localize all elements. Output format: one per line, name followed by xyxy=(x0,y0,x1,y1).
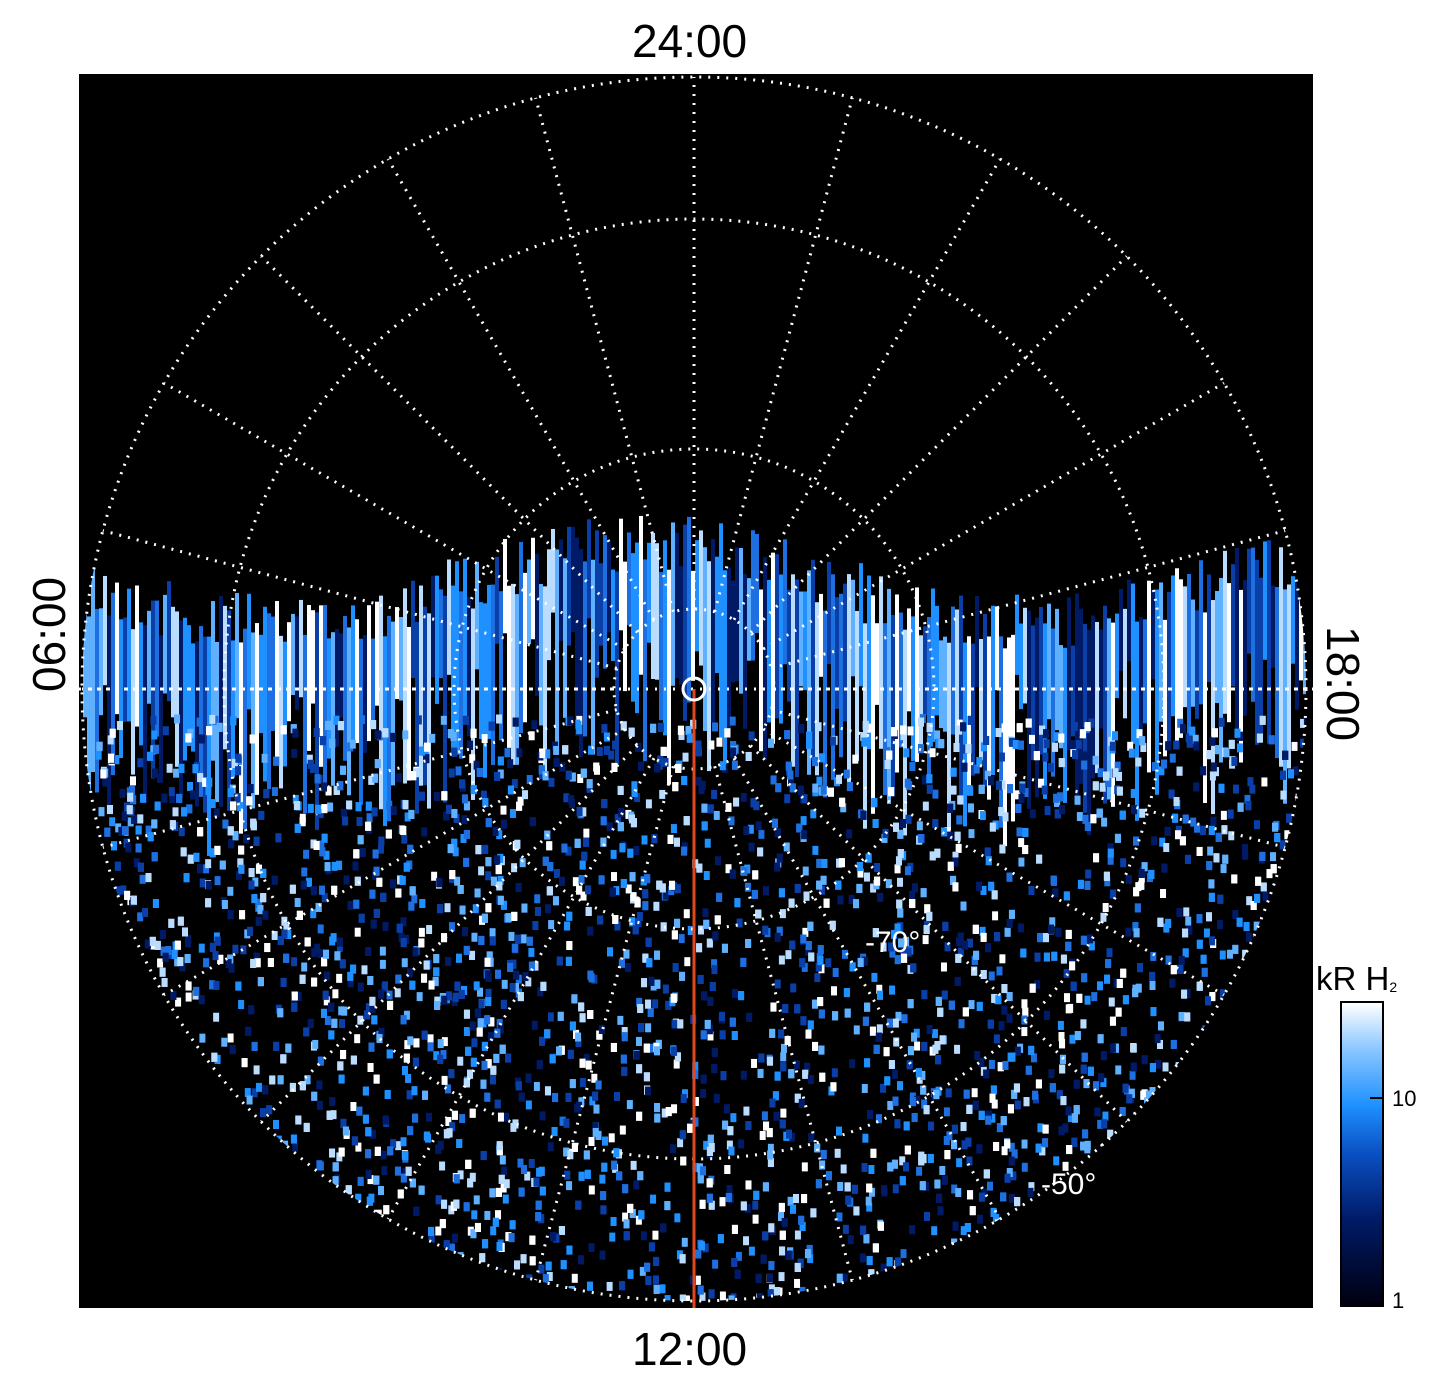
local-time-label-left: 06:00 xyxy=(23,576,75,692)
colorbar-tick-1: 1 xyxy=(1392,1288,1405,1313)
colorbar-title: kR H2 xyxy=(1316,960,1397,998)
latitude-label-70: -70° xyxy=(865,926,921,959)
colorbar xyxy=(1340,1001,1384,1307)
pole-marker xyxy=(681,676,707,702)
polar-projection-plot: -70° -50° xyxy=(79,74,1313,1308)
colorbar-title-sub: 2 xyxy=(1389,979,1398,995)
colorbar-tick-mark-1 xyxy=(1370,1303,1384,1305)
latitude-label-50: -50° xyxy=(1041,1168,1097,1201)
colorbar-tick-mark-10 xyxy=(1370,1097,1384,1099)
local-time-label-right: 18:00 xyxy=(1317,626,1369,742)
auroral-emission-layer xyxy=(83,515,1306,1301)
colorbar-tick-10: 10 xyxy=(1392,1086,1417,1111)
colorbar-title-main: kR H xyxy=(1316,960,1390,997)
polar-image xyxy=(79,74,1313,1308)
local-time-label-bottom: 12:00 xyxy=(632,1323,748,1375)
local-time-label-top: 24:00 xyxy=(632,15,748,67)
